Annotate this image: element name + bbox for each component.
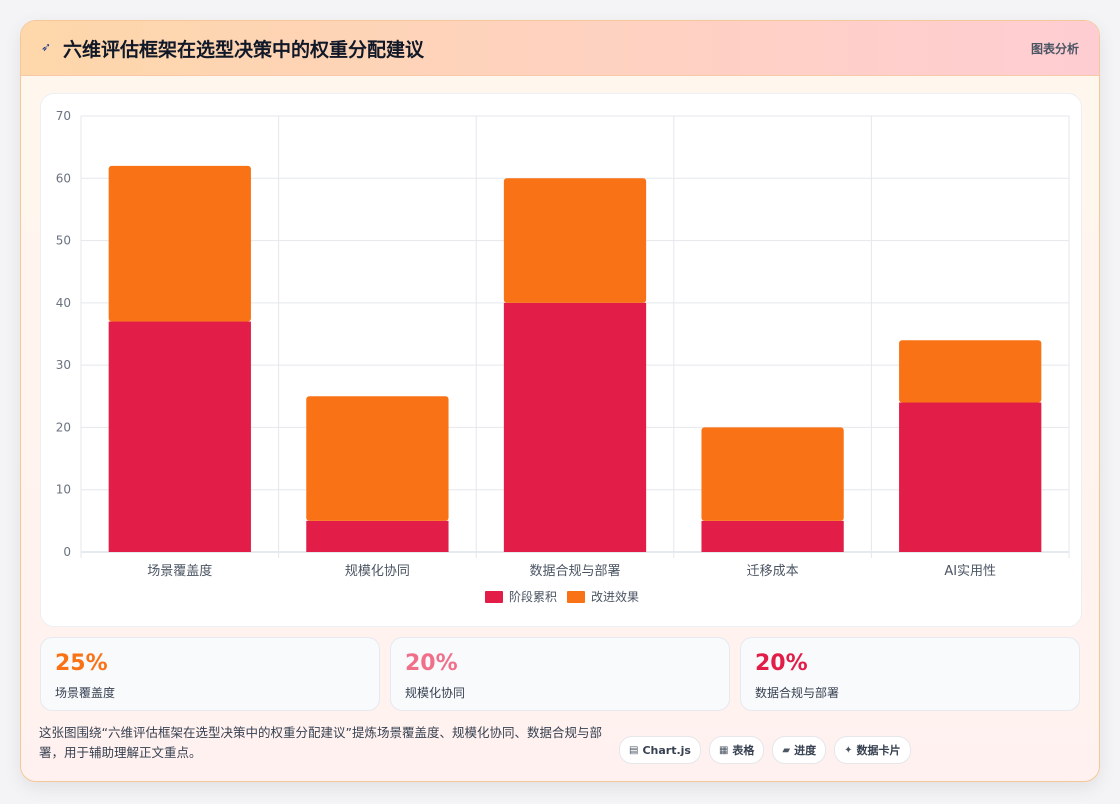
x-tick-label: 迁移成本 — [747, 564, 799, 579]
stacked-bar-chart: 0 10 20 30 40 50 60 70 场景覆盖度 规模化协同 数据合规与部署 迁移成本 AI实用… — [56, 109, 1070, 604]
chart-analysis-link[interactable]: 图表分析 — [1030, 42, 1079, 56]
stat-label: 规模化协同 — [405, 686, 466, 700]
y-tick-label: 30 — [56, 358, 71, 372]
y-tick-label: 40 — [56, 296, 71, 310]
bar-stage — [701, 520, 844, 552]
y-tick-label: 10 — [56, 483, 71, 497]
y-tick-label: 60 — [56, 171, 71, 185]
bar-improvement — [701, 427, 844, 521]
chip-table[interactable]: ▦ 表格 — [708, 736, 765, 764]
stat-value: 25% — [55, 651, 108, 676]
stat-label: 场景覆盖度 — [55, 686, 116, 700]
chip-label: 进度 — [794, 744, 817, 757]
stat-card-1: 25% 场景覆盖度 — [40, 637, 380, 711]
chip-progress[interactable]: ▰ 进度 — [772, 736, 827, 764]
legend-label: 改进效果 — [591, 589, 639, 604]
chip-label: 数据卡片 — [856, 744, 901, 757]
progress-icon: ▰ — [782, 744, 791, 756]
y-tick-label: 70 — [56, 109, 71, 123]
x-tick-label: 数据合规与部署 — [529, 564, 620, 579]
legend-swatch — [485, 591, 503, 603]
stat-value: 20% — [755, 651, 808, 676]
sparkle-icon: ✦ — [844, 744, 853, 756]
chart-icon: ▤ — [629, 744, 639, 756]
chip-label: 表格 — [732, 744, 755, 757]
tech-chips: ▤ Chart.js ▦ 表格 ▰ 进度 ✦ 数据卡片 — [619, 736, 911, 764]
x-tick-label: 规模化协同 — [345, 564, 410, 579]
x-tick-label: AI实用性 — [944, 564, 996, 579]
bar-stage — [306, 520, 449, 552]
x-tick-label: 场景覆盖度 — [147, 563, 212, 579]
stat-label: 数据合规与部署 — [755, 686, 840, 700]
table-icon: ▦ — [718, 744, 729, 756]
stat-card-2: 20% 规模化协同 — [390, 637, 730, 711]
legend-swatch — [567, 591, 585, 603]
stat-value: 20% — [405, 651, 458, 676]
stat-card-3: 20% 数据合规与部署 — [740, 637, 1080, 711]
chart-title: 六维评估框架在选型决策中的权重分配建议 — [63, 39, 425, 61]
bar-improvement — [108, 165, 251, 322]
chart-card: ➶ 六维评估框架在选型决策中的权重分配建议 图表分析 0 10 20 30 40 50 60… — [20, 20, 1100, 782]
bar-stage — [899, 402, 1042, 552]
y-tick-label: 0 — [63, 545, 71, 559]
bar-stage — [503, 302, 647, 552]
chip-data-cards[interactable]: ✦ 数据卡片 — [834, 736, 911, 764]
y-tick-label: 20 — [56, 420, 71, 434]
chart-footnote: 这张图围绕“六维评估框架在选型决策中的权重分配建议”提炼场景覆盖度、规模化协同、… — [39, 725, 602, 760]
bar-improvement — [899, 340, 1042, 403]
chart-panel: 0 10 20 30 40 50 60 70 场景覆盖度 规模化协同 数据合规与部署 迁移成本 AI实用… — [40, 93, 1082, 627]
bar-improvement — [503, 178, 647, 303]
card-header: ➶ 六维评估框架在选型决策中的权重分配建议 图表分析 — [21, 21, 1099, 76]
y-tick-label: 50 — [56, 234, 71, 248]
bar-improvement — [306, 396, 449, 521]
chip-chartjs[interactable]: ▤ Chart.js — [619, 736, 701, 764]
legend-label: 阶段累积 — [509, 589, 557, 604]
bar-stage — [108, 321, 251, 552]
rocket-icon: ➶ — [41, 40, 52, 54]
chip-label: Chart.js — [642, 743, 691, 757]
